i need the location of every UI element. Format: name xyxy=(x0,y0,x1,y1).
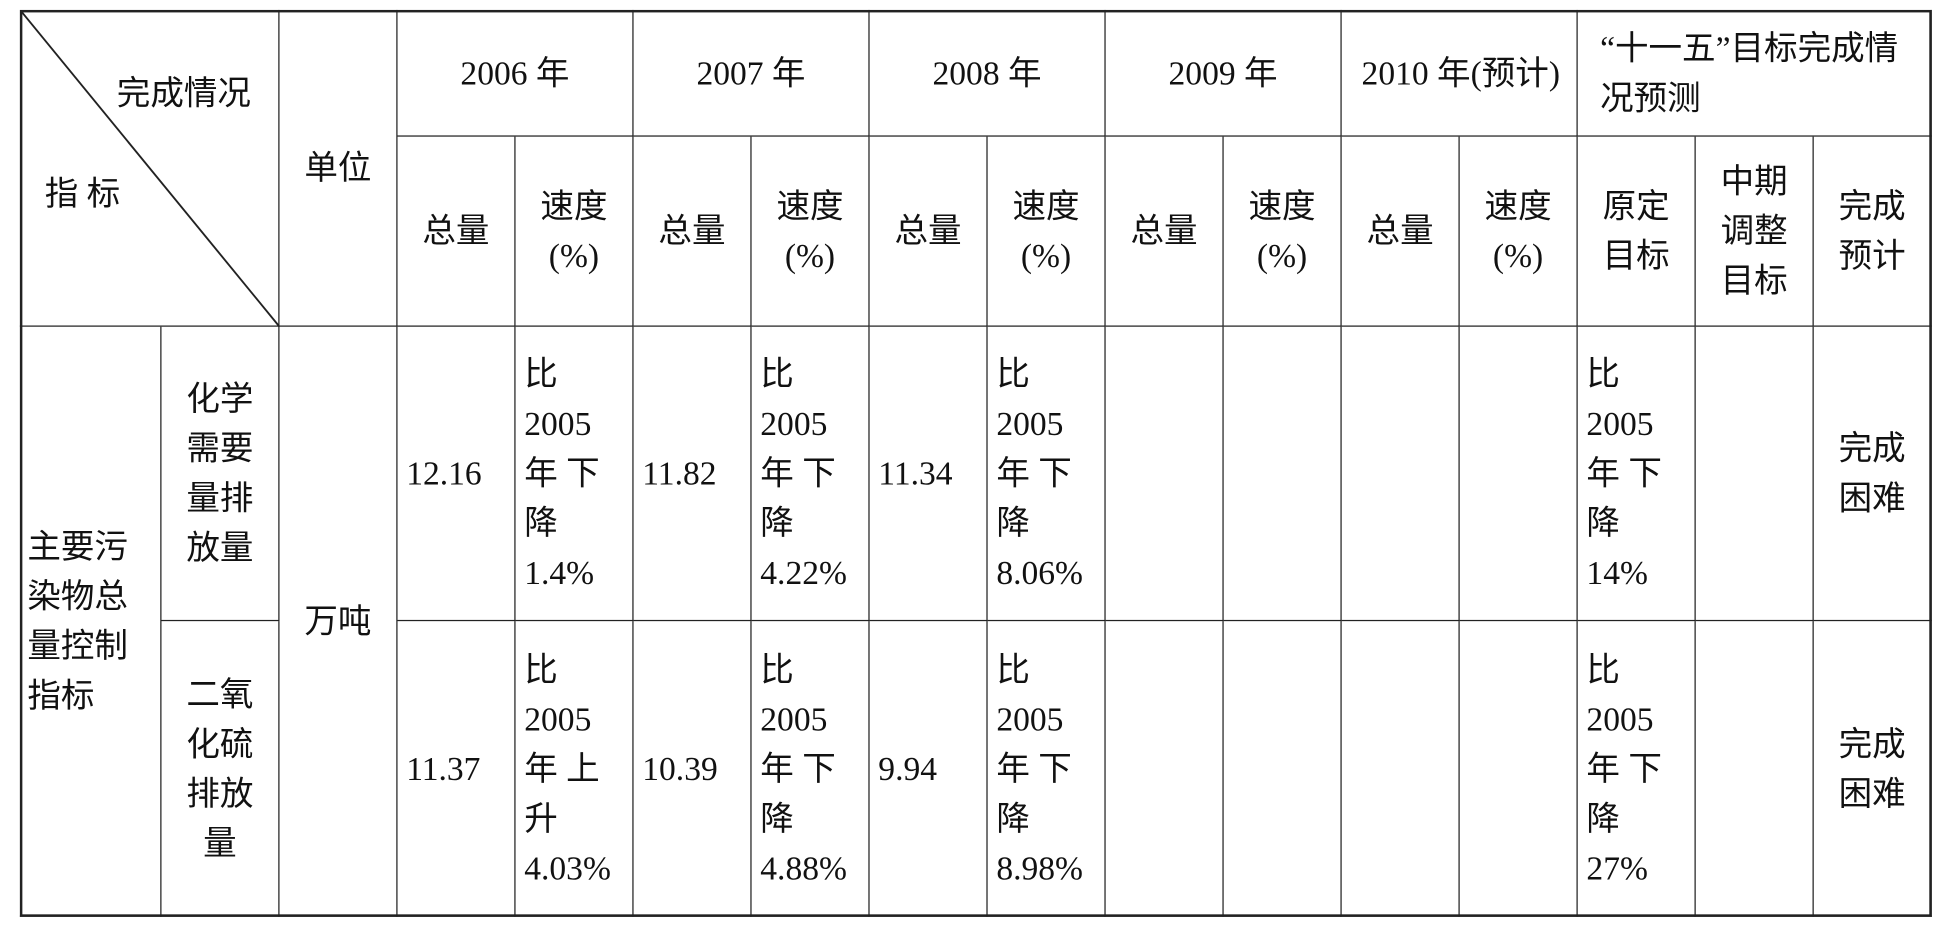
data-cell: 11.37 xyxy=(397,621,516,917)
diagonal-line xyxy=(20,10,281,328)
data-cell: 比 2005 年 下 降 8.98% xyxy=(987,621,1106,917)
empty-cell xyxy=(1459,621,1578,917)
indicator: 化学需要量排放量 xyxy=(161,326,280,622)
corner-bottom: 指 标 xyxy=(44,175,121,213)
data-cell: 11.34 xyxy=(869,326,988,622)
empty-cell xyxy=(1223,326,1342,622)
sub-header: 总量 xyxy=(633,136,752,327)
year-header: 2007 年 xyxy=(633,9,870,137)
sub-header: 速度 (%) xyxy=(1223,136,1342,327)
sub-header: 总量 xyxy=(869,136,988,327)
unit-cell: 万吨 xyxy=(279,326,398,917)
target-group-header: “十一五”目标完成情况预测 xyxy=(1577,9,1932,137)
corner-top: 完成情况 xyxy=(116,74,251,112)
empty-cell xyxy=(1223,621,1342,917)
data-cell: 11.82 xyxy=(633,326,752,622)
empty-cell xyxy=(1105,326,1224,622)
indicator: 二氧化硫排放量 xyxy=(161,621,280,917)
data-cell: 比 2005 年 上 升 4.03% xyxy=(515,621,634,917)
data-cell: 比 2005 年 下 降 4.88% xyxy=(751,621,870,917)
year-header: 2010 年(预计) xyxy=(1341,9,1578,137)
data-cell: 比 2005 年 下 降 27% xyxy=(1577,621,1696,917)
data-cell: 比 2005 年 下 降 1.4% xyxy=(515,326,634,622)
sub-header: 中期调整目标 xyxy=(1695,136,1814,327)
year-header: 2009 年 xyxy=(1105,9,1342,137)
empty-cell xyxy=(1695,621,1814,917)
data-cell: 10.39 xyxy=(633,621,752,917)
empty-cell xyxy=(1341,621,1460,917)
sub-header: 总量 xyxy=(397,136,516,327)
year-header: 2008 年 xyxy=(869,9,1106,137)
data-cell: 12.16 xyxy=(397,326,516,622)
sub-header: 速度 (%) xyxy=(751,136,870,327)
sub-header: 总量 xyxy=(1105,136,1224,327)
sub-header: 速度 (%) xyxy=(987,136,1106,327)
group-label: 主要污染物总量控制指标 xyxy=(19,326,162,917)
empty-cell xyxy=(1341,326,1460,622)
sub-header: 速度 (%) xyxy=(515,136,634,327)
sub-header: 总量 xyxy=(1341,136,1460,327)
data-cell: 比 2005 年 下 降 14% xyxy=(1577,326,1696,622)
empty-cell xyxy=(1105,621,1224,917)
data-cell: 比 2005 年 下 降 4.22% xyxy=(751,326,870,622)
unit-header: 单位 xyxy=(279,9,398,327)
year-header: 2006 年 xyxy=(397,9,634,137)
data-cell: 9.94 xyxy=(869,621,988,917)
corner-cell xyxy=(19,9,280,327)
empty-cell xyxy=(1459,326,1578,622)
sub-header: 速度 (%) xyxy=(1459,136,1578,327)
empty-cell xyxy=(1695,326,1814,622)
data-cell: 完成困难 xyxy=(1813,326,1932,622)
sub-header: 原定目标 xyxy=(1577,136,1696,327)
sub-header: 完成预计 xyxy=(1813,136,1932,327)
data-cell: 比 2005 年 下 降 8.06% xyxy=(987,326,1106,622)
data-cell: 完成困难 xyxy=(1813,621,1932,917)
